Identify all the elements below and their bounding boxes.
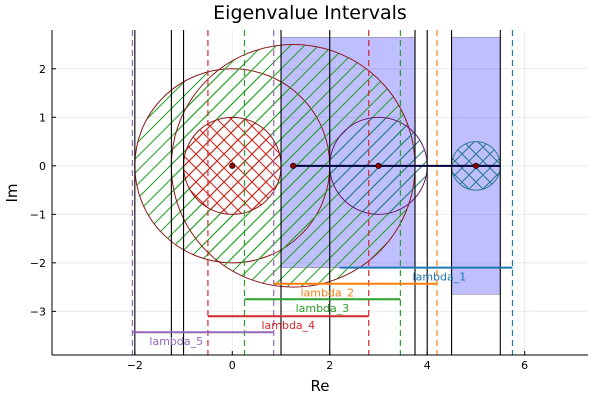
x-tick-label: 4	[424, 359, 431, 372]
interval-label-lambda_4: lambda_4	[261, 319, 315, 332]
x-tick-label: −2	[127, 359, 143, 372]
x-tick-label: 6	[521, 359, 528, 372]
eigenvalue-point	[473, 163, 479, 169]
y-tick-label: −1	[30, 208, 46, 221]
x-tick-label: 2	[326, 359, 333, 372]
y-axis-label: Im	[3, 183, 21, 202]
interval-label-lambda_1: lambda_1	[413, 270, 467, 283]
interval-label-lambda_2: lambda_2	[300, 286, 354, 299]
chart-title: Eigenvalue Intervals	[213, 2, 407, 24]
y-tick-label: 0	[39, 160, 46, 173]
eigenvalue-point	[290, 163, 296, 169]
interval-label-lambda_3: lambda_3	[296, 302, 350, 315]
x-tick-label: 0	[229, 359, 236, 372]
y-tick-label: −3	[30, 305, 46, 318]
y-tick-label: 1	[39, 111, 46, 124]
y-tick-label: 2	[39, 63, 46, 76]
eigenvalue-point	[229, 163, 235, 169]
eigenvalue-point	[376, 163, 382, 169]
y-tick-label: −2	[30, 257, 46, 270]
interval-label-lambda_5: lambda_5	[149, 335, 203, 348]
x-axis-label: Re	[311, 377, 330, 395]
